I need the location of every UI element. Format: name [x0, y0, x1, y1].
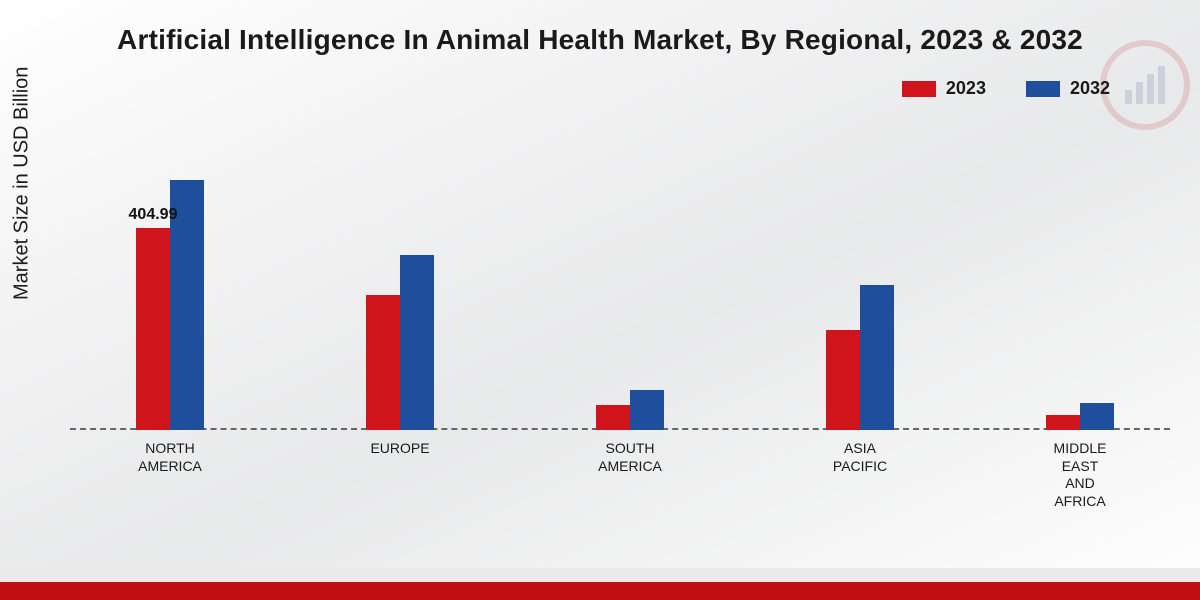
category-label: NORTH AMERICA — [138, 440, 202, 475]
bottom-strip — [0, 568, 1200, 600]
legend-label: 2032 — [1070, 78, 1110, 99]
plot-area: NORTH AMERICA EUROPE SOUTH AMERICA ASIA PAC… — [70, 130, 1170, 430]
bars-wrap — [366, 130, 434, 430]
bar — [1046, 415, 1080, 430]
bars-wrap — [596, 130, 664, 430]
bar — [826, 330, 860, 430]
bar — [400, 255, 434, 430]
bar — [596, 405, 630, 430]
legend-swatch — [902, 81, 936, 97]
category-label: ASIA PACIFIC — [833, 440, 887, 475]
bar — [366, 295, 400, 430]
bar-group: SOUTH AMERICA — [550, 130, 710, 430]
y-axis-label: Market Size in USD Billion — [11, 67, 34, 300]
bars-wrap — [1046, 130, 1114, 430]
legend-label: 2023 — [946, 78, 986, 99]
legend: 2023 2032 — [902, 78, 1110, 99]
chart-title: Artificial Intelligence In Animal Health… — [0, 24, 1200, 56]
bar — [1080, 403, 1114, 431]
bars-wrap — [826, 130, 894, 430]
bottom-strip-red — [0, 582, 1200, 600]
category-label: EUROPE — [370, 440, 429, 458]
bar-group: MIDDLE EAST AND AFRICA — [1000, 130, 1160, 430]
bar-group: ASIA PACIFIC — [780, 130, 940, 430]
legend-item: 2023 — [902, 78, 986, 99]
bars-wrap — [136, 130, 204, 430]
page: Artificial Intelligence In Animal Health… — [0, 0, 1200, 600]
bar-group: NORTH AMERICA — [90, 130, 250, 430]
legend-item: 2032 — [1026, 78, 1110, 99]
category-label: MIDDLE EAST AND AFRICA — [1054, 440, 1107, 510]
bar — [136, 228, 170, 430]
watermark-bars — [1125, 66, 1165, 104]
legend-swatch — [1026, 81, 1060, 97]
bottom-strip-light — [0, 568, 1200, 582]
bar-group: EUROPE — [320, 130, 480, 430]
bar-data-label: 404.99 — [129, 206, 178, 224]
bar — [630, 390, 664, 430]
bar — [860, 285, 894, 430]
category-label: SOUTH AMERICA — [598, 440, 662, 475]
